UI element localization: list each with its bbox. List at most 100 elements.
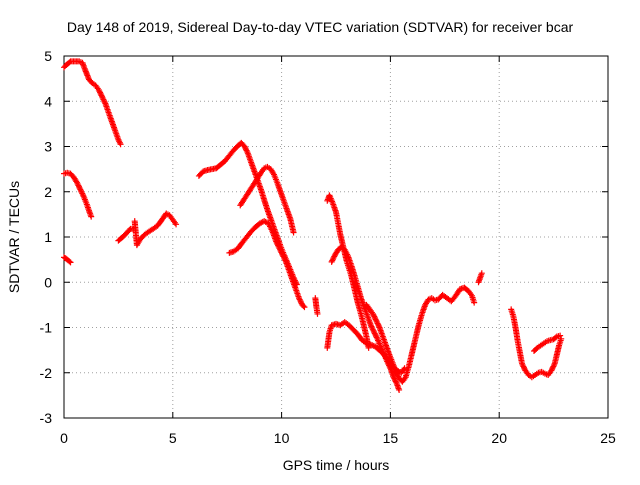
data-point	[97, 91, 104, 98]
data-point	[371, 313, 378, 320]
data-point	[242, 144, 249, 151]
data-point	[275, 242, 282, 249]
y-tick-label: 5	[44, 48, 52, 64]
y-tick-label: -2	[40, 365, 53, 381]
data-point	[478, 270, 485, 277]
data-point	[88, 213, 95, 220]
data-point	[519, 360, 526, 367]
data-point	[274, 241, 281, 248]
data-point	[367, 322, 374, 329]
x-tick-label: 25	[600, 430, 616, 446]
data-point	[374, 320, 381, 327]
data-point	[329, 257, 336, 264]
data-point	[296, 296, 303, 303]
data-point	[279, 250, 286, 257]
data-point	[373, 334, 380, 341]
y-tick-label: 1	[44, 229, 52, 245]
data-point	[548, 367, 555, 374]
data-point	[372, 316, 379, 323]
data-point	[99, 93, 106, 100]
data-point	[77, 187, 84, 194]
data-point	[279, 252, 286, 259]
data-point	[390, 374, 397, 381]
data-point	[371, 330, 378, 337]
data-point	[369, 324, 376, 331]
data-point	[126, 227, 133, 234]
data-point	[273, 238, 280, 245]
series-arc-7	[237, 163, 297, 236]
data-point	[244, 148, 251, 155]
data-point	[273, 239, 280, 246]
data-point	[99, 95, 106, 102]
data-point	[74, 181, 81, 188]
data-point	[78, 189, 85, 196]
data-point	[297, 297, 304, 304]
data-point	[369, 310, 376, 317]
data-point	[173, 221, 180, 228]
x-tick-label: 15	[383, 430, 399, 446]
y-axis-label: SDTVAR / TECUs	[6, 181, 22, 293]
data-point	[243, 147, 250, 154]
data-point	[373, 333, 380, 340]
data-point	[373, 317, 380, 324]
series-arc-4	[115, 225, 137, 244]
data-point	[101, 99, 108, 106]
data-point	[296, 295, 303, 302]
series-arc-12	[328, 243, 403, 393]
y-tick-label: 4	[44, 93, 52, 109]
x-tick-label: 5	[169, 430, 177, 446]
data-point	[391, 376, 398, 383]
data-point	[550, 363, 557, 370]
data-point	[241, 143, 248, 150]
y-tick-label: 0	[44, 274, 52, 290]
data-point	[79, 191, 86, 198]
data-point	[372, 331, 379, 338]
data-point	[100, 96, 107, 103]
data-point	[277, 248, 284, 255]
data-point	[521, 364, 528, 371]
data-point	[297, 299, 304, 306]
data-point	[300, 303, 307, 310]
data-point	[76, 185, 83, 192]
data-point	[280, 253, 287, 260]
data-point	[101, 97, 108, 104]
data-point	[77, 186, 84, 193]
data-point	[375, 321, 382, 328]
data-point	[370, 312, 377, 319]
data-point	[275, 243, 282, 250]
series-arc-5	[131, 210, 180, 249]
series-arc-13	[363, 284, 478, 385]
data-point	[97, 89, 104, 96]
data-point	[79, 190, 86, 197]
y-tick-label: 2	[44, 184, 52, 200]
data-point	[371, 329, 378, 336]
data-point	[301, 304, 308, 311]
data-point	[76, 183, 83, 190]
data-point	[370, 327, 377, 334]
data-point	[368, 323, 375, 330]
x-tick-label: 0	[60, 430, 68, 446]
data-point	[98, 92, 105, 99]
series-arc-16	[531, 332, 564, 355]
series-arc-14	[475, 270, 485, 286]
chart-title: Day 148 of 2019, Sidereal Day-to-day VTE…	[67, 19, 574, 35]
series-arc-9	[312, 295, 321, 317]
data-point	[282, 257, 289, 264]
data-point	[66, 258, 73, 265]
y-tick-label: -3	[40, 410, 53, 426]
data-point	[96, 88, 103, 95]
data-point	[314, 310, 321, 317]
data-point	[375, 323, 382, 330]
x-axis-label: GPS time / hours	[283, 457, 390, 473]
data-points	[61, 58, 565, 393]
data-point	[117, 141, 124, 148]
data-point	[551, 362, 558, 369]
data-point	[365, 344, 372, 351]
data-point	[280, 254, 287, 261]
data-point	[557, 332, 564, 339]
data-point	[520, 363, 527, 370]
series-arc-2	[61, 169, 95, 220]
data-point	[328, 258, 335, 265]
data-point	[369, 326, 376, 333]
